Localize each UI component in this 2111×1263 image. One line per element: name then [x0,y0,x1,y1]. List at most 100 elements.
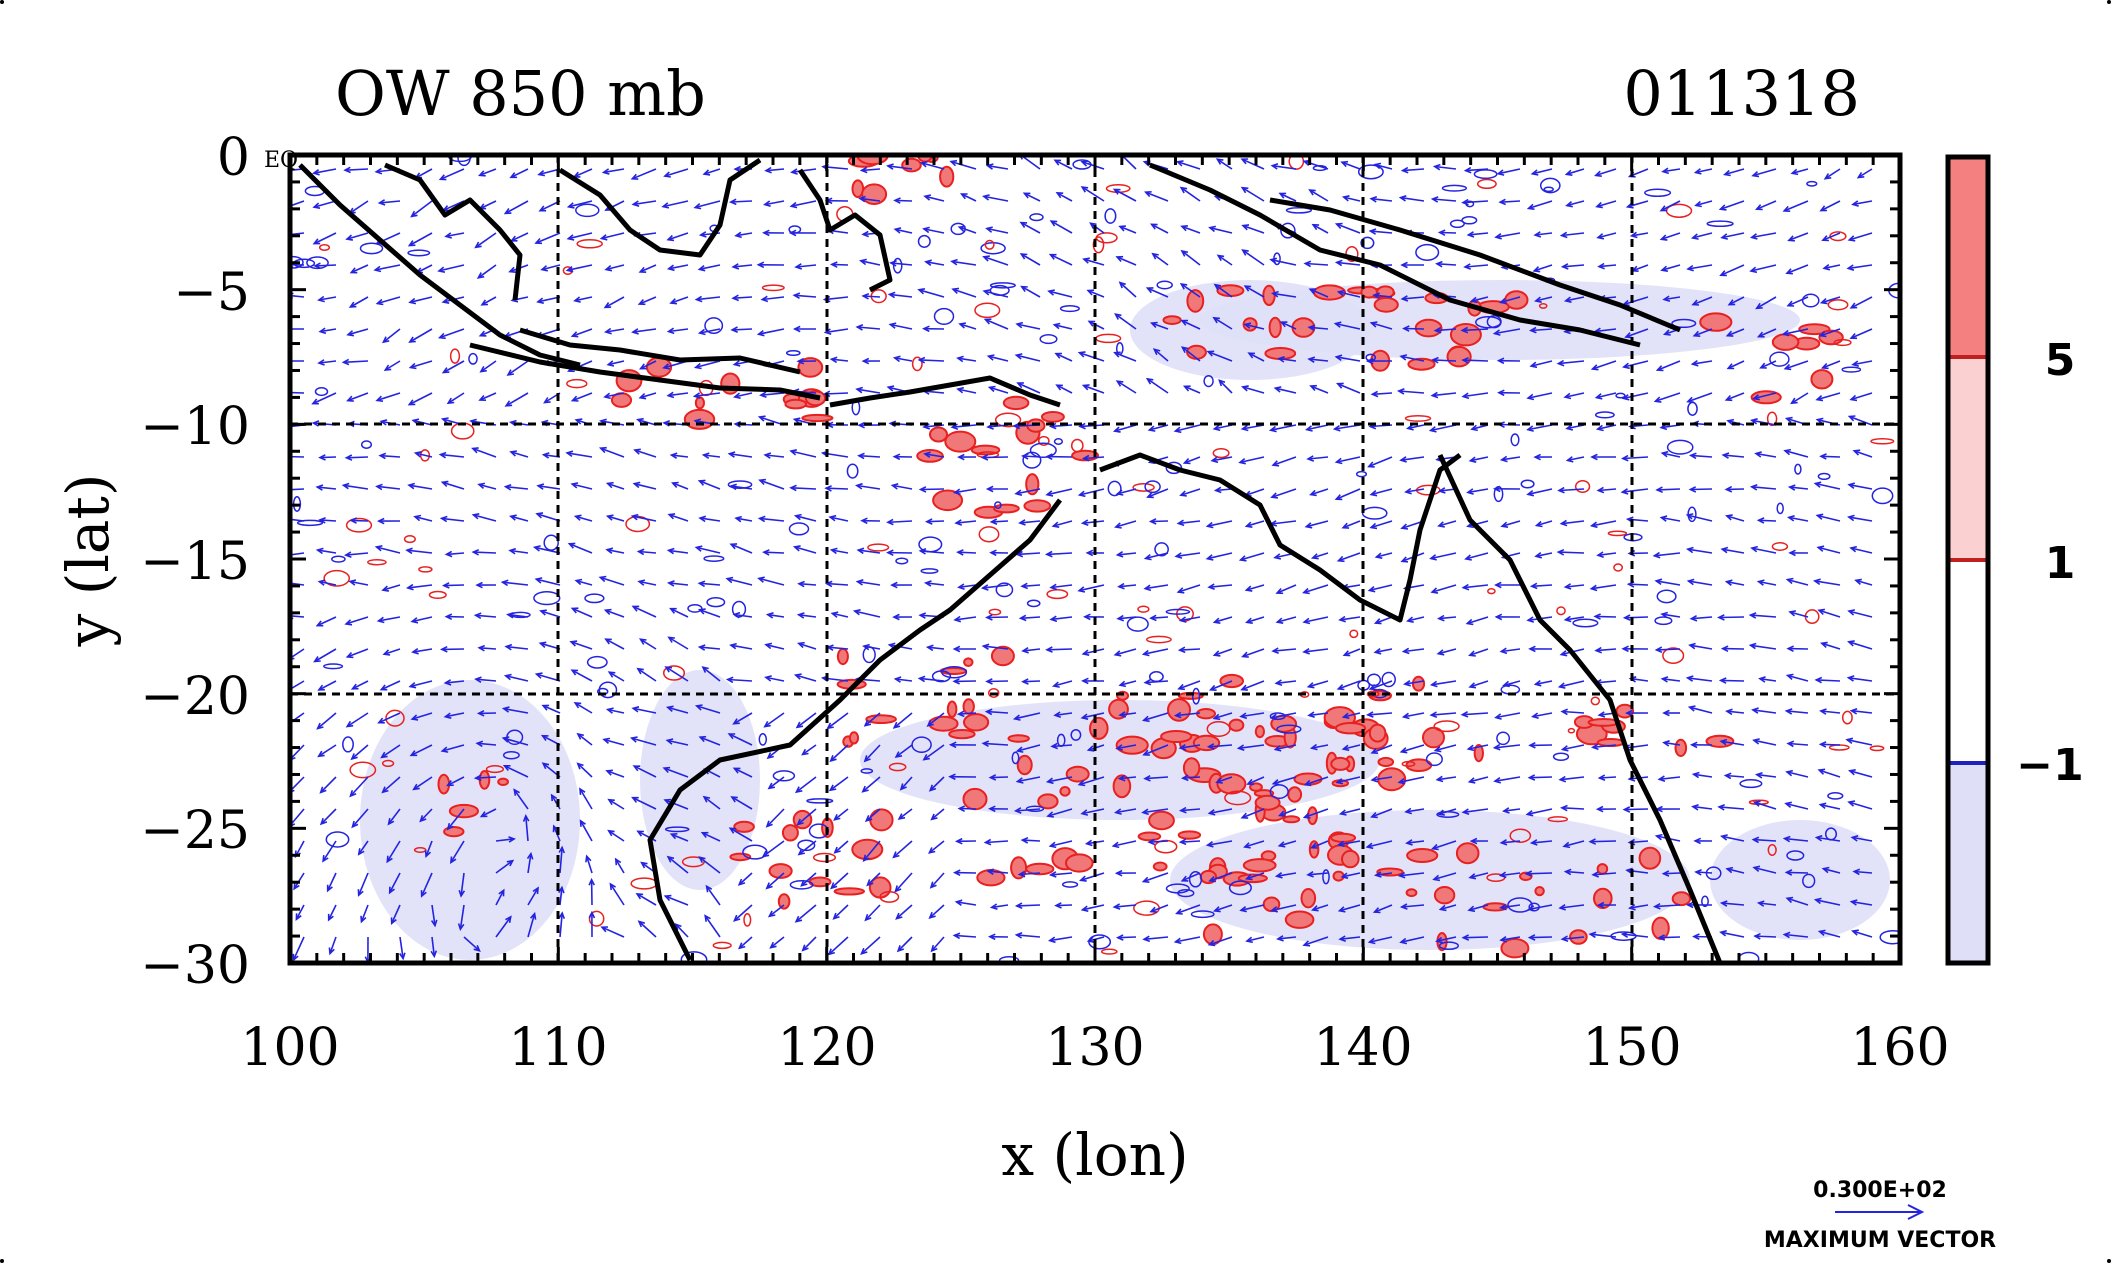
wind-vector-head [637,579,646,586]
wind-vector-head [1114,869,1123,877]
wind-vector [1565,870,1585,874]
wind-vector-head [1595,424,1604,432]
wind-vector [1214,712,1233,720]
wind-vector-head [1270,492,1278,499]
wind-vector [634,449,657,458]
positive-ow-blob [916,449,944,463]
wind-vector-head [1240,812,1249,819]
wind-vector-head [1302,648,1310,655]
wind-vector-head [697,479,706,486]
negative-contour [1871,487,1894,505]
wind-vector-head [892,453,901,461]
positive-contour [987,688,1000,698]
wind-vector [1403,648,1425,653]
wind-vector [1244,840,1265,848]
wind-vector [795,674,817,682]
negative-contour [1827,792,1844,800]
wind-vector-head [801,944,809,952]
wind-vector-head [316,722,324,730]
positive-ow-blob [1242,317,1258,332]
wind-vector [1435,744,1457,752]
wind-vector-head [697,608,706,615]
wind-vector-head [1212,316,1220,324]
wind-vector [1500,200,1521,203]
wind-vector-head [1020,836,1029,844]
wind-vector-head [614,857,622,866]
wind-vector-head [665,705,674,713]
wind-vector-head [1149,906,1158,913]
wind-vector-head [987,385,996,393]
wind-vector-head [1274,679,1283,687]
wind-vector-head [311,420,320,427]
wind-vector [571,669,593,682]
wind-vector [607,708,625,714]
wind-vector [1758,328,1777,338]
negative-contour [342,736,354,753]
negative-contour [806,798,834,804]
wind-vector [919,677,945,682]
wind-vector [958,584,977,589]
wind-vector-head [824,485,832,492]
wind-vector-head [666,580,675,587]
wind-vector [727,577,753,586]
wind-vector-head [1245,936,1253,944]
wind-vector [1471,296,1489,302]
wind-vector-head [1334,354,1343,362]
wind-vector [1726,580,1745,586]
wind-vector-head [1086,936,1095,943]
wind-vector-head [958,322,967,329]
wind-vector-head [573,701,582,709]
negative-contour [1415,243,1440,261]
wind-vector [1438,808,1457,815]
wind-vector [1695,168,1713,174]
wind-vector-head [1338,935,1347,942]
wind-vector-head [1238,555,1247,562]
wind-vector-head [892,851,900,859]
x-tick-label: 120 [777,1018,876,1078]
wind-vector [1850,547,1873,554]
wind-vector [1078,584,1105,592]
wind-vector-head [1045,453,1053,461]
positive-contour [984,239,995,250]
wind-vector [733,296,753,299]
wind-vector-head [609,882,617,891]
wind-vector [407,584,433,589]
positive-contour [1224,790,1252,806]
wind-vector-head [1173,937,1182,945]
wind-vector [1375,872,1393,876]
wind-vector [1279,840,1297,847]
wind-vector [762,840,785,858]
wind-vector-head [1397,777,1406,785]
wind-vector [732,328,753,331]
wind-vector-head [1279,321,1288,328]
wind-vector [577,733,593,746]
wind-vector-head [1724,485,1733,493]
wind-vector-head [1749,233,1758,240]
equator-label: EQ [264,148,298,173]
wind-vector-head [694,704,703,711]
wind-vector [1305,262,1329,266]
wind-vector-head [693,362,702,370]
positive-contour [349,761,377,779]
wind-vector [1207,520,1233,527]
wind-vector-head [1819,453,1827,460]
wind-vector-head [1563,615,1572,623]
wind-vector [860,260,881,266]
positive-ow-blob [1334,722,1367,735]
wind-vector [1623,296,1649,306]
wind-vector-head [1719,900,1728,907]
wind-vector [729,827,753,842]
wind-vector [1561,232,1585,237]
wind-vector-head [295,913,302,921]
positive-ow-blob [962,698,975,715]
wind-vector-head [1560,745,1569,752]
positive-contour [345,517,373,533]
wind-vector [608,799,625,810]
wind-vector-head [1403,680,1411,687]
wind-vector [1623,360,1649,368]
x-tick-label: 160 [1850,1018,1949,1078]
positive-contour [1509,828,1532,843]
wind-vector-head [1177,683,1185,691]
wind-vector [1687,677,1713,682]
wind-vector-head [861,230,869,238]
